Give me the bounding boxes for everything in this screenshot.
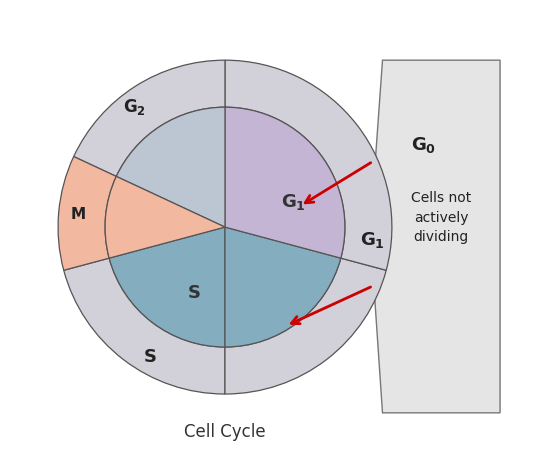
Wedge shape — [225, 258, 386, 394]
Text: Cells not
actively
dividing: Cells not actively dividing — [411, 191, 472, 244]
Text: $\mathbf{S}$: $\mathbf{S}$ — [143, 349, 157, 367]
Wedge shape — [225, 227, 341, 347]
Text: $\mathbf{G_1}$: $\mathbf{G_1}$ — [360, 230, 385, 250]
Wedge shape — [64, 258, 225, 394]
Wedge shape — [73, 60, 225, 176]
Polygon shape — [373, 60, 500, 413]
Wedge shape — [105, 176, 225, 258]
Wedge shape — [116, 107, 225, 227]
Text: $\mathbf{G_2}$: $\mathbf{G_2}$ — [123, 97, 146, 117]
Text: $\mathbf{G_0}$: $\mathbf{G_0}$ — [411, 135, 436, 155]
Text: Cell Cycle: Cell Cycle — [184, 423, 266, 441]
Wedge shape — [225, 60, 392, 270]
Wedge shape — [225, 107, 345, 258]
Text: $\mathbf{M}$: $\mathbf{M}$ — [70, 206, 85, 222]
Wedge shape — [58, 157, 116, 270]
Text: $\mathbf{G_1}$: $\mathbf{G_1}$ — [281, 192, 306, 212]
Text: $\mathbf{S}$: $\mathbf{S}$ — [187, 284, 201, 302]
Wedge shape — [109, 227, 225, 347]
